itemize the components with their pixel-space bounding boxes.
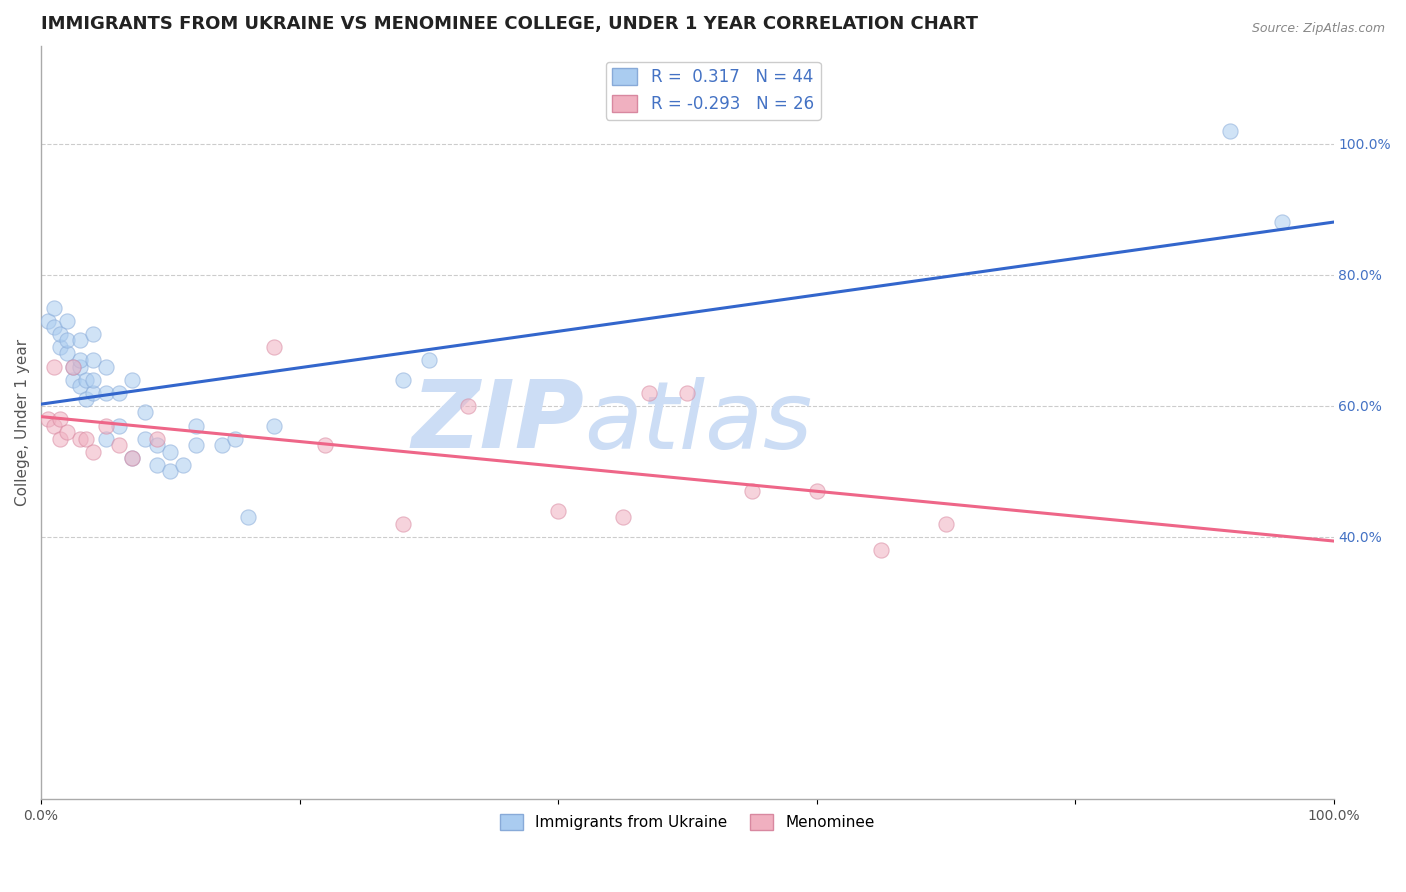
Y-axis label: College, Under 1 year: College, Under 1 year bbox=[15, 339, 30, 506]
Point bbox=[263, 340, 285, 354]
Point bbox=[1219, 124, 1241, 138]
Point bbox=[211, 438, 233, 452]
Point bbox=[146, 432, 169, 446]
Point bbox=[62, 359, 84, 374]
Point bbox=[236, 510, 259, 524]
Point bbox=[172, 458, 194, 472]
Point bbox=[69, 432, 91, 446]
Point bbox=[94, 432, 117, 446]
Point bbox=[42, 359, 65, 374]
Point bbox=[134, 432, 156, 446]
Point bbox=[82, 326, 104, 341]
Point bbox=[42, 301, 65, 315]
Point bbox=[418, 353, 440, 368]
Point bbox=[56, 346, 79, 360]
Point bbox=[186, 418, 208, 433]
Point bbox=[94, 418, 117, 433]
Legend: Immigrants from Ukraine, Menominee: Immigrants from Ukraine, Menominee bbox=[494, 808, 880, 837]
Point bbox=[82, 385, 104, 400]
Point bbox=[224, 432, 246, 446]
Point bbox=[94, 385, 117, 400]
Point bbox=[676, 385, 699, 400]
Point bbox=[56, 334, 79, 348]
Point bbox=[935, 516, 957, 531]
Point bbox=[49, 340, 72, 354]
Point bbox=[107, 385, 129, 400]
Point bbox=[62, 359, 84, 374]
Point bbox=[637, 385, 659, 400]
Text: Source: ZipAtlas.com: Source: ZipAtlas.com bbox=[1251, 22, 1385, 36]
Point bbox=[806, 483, 828, 498]
Point bbox=[159, 444, 181, 458]
Point bbox=[121, 451, 143, 466]
Point bbox=[42, 320, 65, 334]
Point bbox=[107, 418, 129, 433]
Point bbox=[392, 516, 415, 531]
Point bbox=[69, 334, 91, 348]
Point bbox=[49, 432, 72, 446]
Point bbox=[75, 392, 97, 407]
Point bbox=[121, 373, 143, 387]
Point bbox=[612, 510, 634, 524]
Point bbox=[69, 353, 91, 368]
Point bbox=[547, 503, 569, 517]
Point bbox=[107, 438, 129, 452]
Point bbox=[69, 379, 91, 393]
Point bbox=[392, 373, 415, 387]
Point bbox=[37, 314, 59, 328]
Point bbox=[82, 353, 104, 368]
Point bbox=[82, 444, 104, 458]
Text: ZIP: ZIP bbox=[411, 376, 583, 468]
Point bbox=[263, 418, 285, 433]
Point bbox=[75, 373, 97, 387]
Text: atlas: atlas bbox=[583, 376, 813, 467]
Point bbox=[49, 412, 72, 426]
Point bbox=[1271, 215, 1294, 229]
Point bbox=[159, 464, 181, 478]
Point bbox=[37, 412, 59, 426]
Point bbox=[49, 326, 72, 341]
Point bbox=[121, 451, 143, 466]
Point bbox=[42, 418, 65, 433]
Point bbox=[94, 359, 117, 374]
Point bbox=[62, 373, 84, 387]
Point bbox=[56, 314, 79, 328]
Point bbox=[186, 438, 208, 452]
Point bbox=[146, 438, 169, 452]
Point bbox=[69, 359, 91, 374]
Point bbox=[870, 543, 893, 558]
Point bbox=[82, 373, 104, 387]
Point bbox=[741, 483, 763, 498]
Point bbox=[75, 432, 97, 446]
Text: IMMIGRANTS FROM UKRAINE VS MENOMINEE COLLEGE, UNDER 1 YEAR CORRELATION CHART: IMMIGRANTS FROM UKRAINE VS MENOMINEE COL… bbox=[41, 15, 979, 33]
Point bbox=[457, 399, 479, 413]
Point bbox=[56, 425, 79, 439]
Point bbox=[314, 438, 336, 452]
Point bbox=[146, 458, 169, 472]
Point bbox=[134, 405, 156, 419]
